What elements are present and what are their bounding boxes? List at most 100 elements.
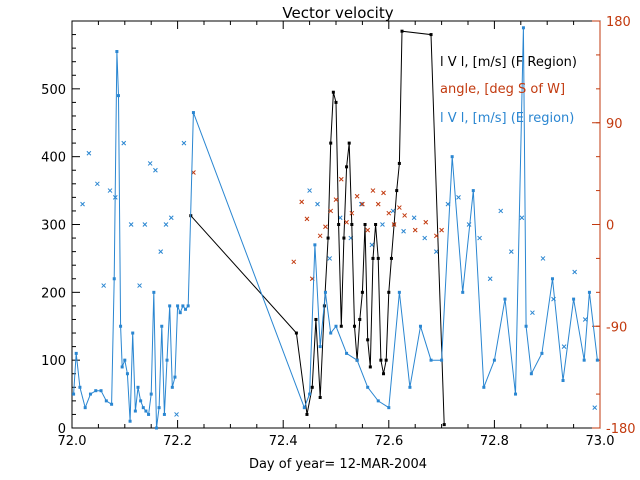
e-region-scatter-point [307,188,312,193]
f-region-point [382,372,386,376]
e-region-scatter-point [137,283,142,288]
e-region-scatter-point-stroke-b [94,181,100,187]
angle-point [402,213,407,218]
f-region-point [400,29,404,33]
e-region-point [572,297,576,301]
e-region-scatter-point [153,167,158,173]
e-region-point [503,297,507,301]
e-region-point [160,324,164,328]
e-region-scatter-point [315,201,320,207]
e-region-point [313,243,317,247]
y-right-tick-label: 90 [606,117,623,132]
e-region-point [521,26,525,30]
f-region-point [363,223,367,226]
angle-point [391,222,397,227]
angle-point-stroke-b [338,176,344,182]
angle-point-stroke-b [386,210,392,216]
e-region-point [308,392,312,396]
e-region-scatter-point-stroke-b [582,317,588,322]
e-region-scatter-point [121,140,127,146]
e-region-point [334,324,338,328]
e-region-scatter-point-stroke-b [107,188,113,193]
legend-f-region: l V l, [m/s] (F Region) [440,55,577,70]
e-region-scatter-point-stroke-b [508,249,514,254]
f-region-point [376,256,380,260]
e-region-scatter-point [358,201,364,207]
f-region-point [360,290,364,294]
legend: l V l, [m/s] (F Region) angle, [deg S of… [440,55,577,126]
e-region-scatter-point-stroke-b [519,215,525,221]
angle-point-stroke-b [402,213,407,218]
e-region-point [162,412,166,416]
e-region-point [482,385,486,389]
angle-point [433,233,439,239]
chart-title: Vector velocity [282,4,393,22]
e-region-scatter-point [380,222,385,227]
e-region-scatter-point [86,150,92,156]
x-tick-label: 72.4 [269,434,298,449]
f-region-point [366,338,370,342]
e-region-point [88,392,92,396]
f-region-point [345,165,349,169]
e-region-point [116,94,120,98]
angle-point-stroke-b [375,201,381,207]
y-axis-left: 0 100 200 300 400 500 [41,34,80,437]
e-region-point [154,426,158,430]
e-region-point [302,406,306,410]
e-region-scatter-point [592,405,598,411]
e-region-point [149,392,153,396]
y-left-tick-label: 200 [41,286,66,301]
e-region-point [139,399,143,403]
e-region-point [123,358,127,362]
angle-point [397,205,402,210]
y-axis-right: 180 90 0 -90 -180 [592,15,636,437]
f-region-point [347,141,351,145]
e-region-scatter-point [433,249,439,254]
e-region-scatter-point [142,222,148,227]
f-region-point [294,331,298,335]
e-region-scatter-point [466,222,472,227]
f-region-point [331,90,335,94]
e-region-scatter-point-stroke-b [411,215,417,221]
e-region-point [529,372,533,376]
e-region-scatter-point [80,201,85,207]
angle-point-stroke-b [439,227,444,233]
e-region-scatter-point-stroke-b [101,283,107,288]
e-region-scatter-point-stroke-b [561,344,567,349]
e-region-scatter-point-stroke-b [380,222,385,227]
e-region-scatter-point [519,215,525,221]
e-region-scatter-point [107,188,113,193]
e-region-scatter-point-stroke-b [401,228,406,234]
e-region-scatter-point [174,412,179,417]
y-right-tick-label: -180 [606,422,636,437]
e-region-point [323,290,327,294]
e-region-point [120,365,124,369]
e-region-scatter-point [572,269,578,275]
angle-point-stroke-b [412,227,418,233]
e-region-point [450,155,454,159]
e-region-point [540,351,544,355]
angle-point [375,201,381,207]
e-region-scatter-point [168,215,174,221]
e-region-scatter-point-stroke-b [498,208,504,214]
e-region-scatter-point [498,208,504,214]
f-region-point [379,358,383,362]
e-region-point [178,311,182,315]
f-region-point [334,100,338,104]
angle-point-stroke-b [397,205,402,210]
e-region-point [110,402,114,406]
y-left-tick-label: 500 [41,83,66,98]
angle-point [333,197,339,202]
e-region-scatter-point [181,140,187,146]
e-region-point [329,331,333,335]
angle-point [323,224,328,230]
f-region-point [389,256,393,260]
e-region-point [514,392,518,396]
x-axis: 72.0 72.2 72.4 72.6 72.8 73.0 [58,21,614,449]
angle-point [328,208,334,214]
x-tick-label: 72.2 [163,434,192,449]
angle-point-stroke-b [433,233,439,239]
angle-point-stroke-b [354,193,360,199]
e-region-point [345,351,349,355]
e-region-scatter-point-stroke-b [147,161,153,166]
